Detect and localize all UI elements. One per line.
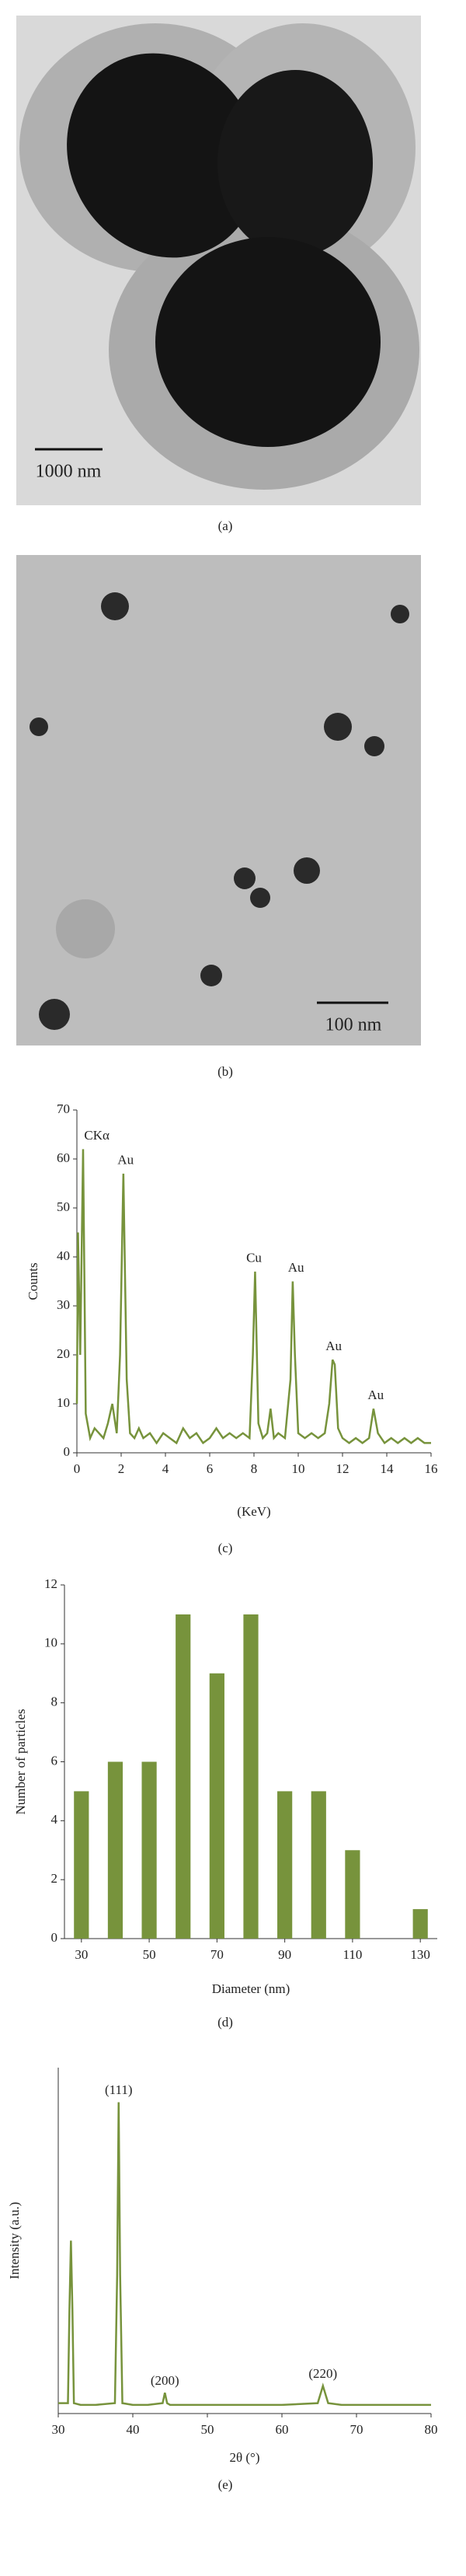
y-axis-label: Intensity (a.u.) [7, 2202, 22, 2280]
y-tick-label: 4 [51, 1812, 58, 1827]
panel-label: (b) [217, 1064, 233, 1079]
x-axis-label: 2θ (°) [229, 2450, 259, 2465]
x-tick-label: 10 [292, 1461, 305, 1476]
y-tick-label: 10 [44, 1635, 57, 1650]
peak-annotation: Au [325, 1339, 342, 1353]
x-tick-label: 0 [74, 1461, 81, 1476]
y-tick-label: 6 [51, 1753, 58, 1768]
bar [74, 1791, 89, 1939]
x-tick-label: 12 [336, 1461, 350, 1476]
panel-label: (e) [218, 2477, 233, 2492]
y-tick-label: 20 [57, 1346, 70, 1361]
panel-label: (a) [218, 518, 233, 533]
x-tick-label: 2 [118, 1461, 125, 1476]
panel-label: (c) [218, 1541, 233, 1555]
bar [243, 1614, 259, 1939]
y-tick-label: 30 [57, 1297, 70, 1312]
x-tick-label: 90 [278, 1947, 291, 1962]
y-tick-label: 40 [57, 1248, 70, 1263]
x-tick-label: 16 [425, 1461, 438, 1476]
x-tick-label: 30 [75, 1947, 88, 1962]
x-tick-label: 80 [425, 2422, 438, 2437]
y-axis-label: Number of particles [13, 1709, 28, 1815]
y-tick-label: 2 [51, 1871, 58, 1886]
peak-annotation: (200) [151, 2373, 179, 2388]
peak-annotation: CKα [84, 1128, 110, 1143]
x-tick-label: 40 [127, 2422, 140, 2437]
x-tick-label: 70 [210, 1947, 224, 1962]
scale-bar-label: 100 nm [325, 1015, 382, 1035]
y-tick-label: 8 [51, 1695, 58, 1709]
bar [107, 1761, 123, 1939]
bar [176, 1614, 191, 1939]
panel-label: (d) [217, 2015, 233, 2030]
spectrum-line [75, 1149, 431, 1445]
bar [345, 1850, 360, 1939]
x-tick-label: 30 [52, 2422, 65, 2437]
y-tick-label: 0 [51, 1930, 58, 1945]
y-tick-label: 50 [57, 1199, 70, 1214]
x-tick-label: 70 [350, 2422, 363, 2437]
x-tick-label: 110 [343, 1947, 362, 1962]
y-axis-label: Counts [26, 1262, 40, 1300]
x-tick-label: 50 [143, 1947, 156, 1962]
x-axis-label: Diameter (nm) [212, 1981, 290, 1996]
scale-bar-label: 1000 nm [36, 462, 102, 482]
y-tick-label: 10 [57, 1395, 70, 1410]
x-tick-label: 4 [162, 1461, 169, 1476]
x-tick-label: 14 [381, 1461, 395, 1476]
peak-annotation: (220) [308, 2366, 337, 2381]
y-tick-label: 60 [57, 1150, 70, 1165]
y-tick-label: 70 [57, 1101, 70, 1116]
x-tick-label: 8 [251, 1461, 258, 1476]
peak-annotation: Au [367, 1387, 384, 1402]
x-tick-label: 6 [207, 1461, 214, 1476]
y-tick-label: 0 [64, 1444, 71, 1459]
bar [141, 1761, 157, 1939]
y-tick-label: 12 [44, 1576, 57, 1591]
x-tick-label: 50 [201, 2422, 214, 2437]
peak-annotation: Au [288, 1260, 304, 1275]
bar [277, 1791, 293, 1939]
bar [209, 1673, 224, 1939]
x-axis-label: (KeV) [237, 1504, 270, 1519]
tem-image-b: 100 nm [16, 555, 421, 1045]
x-tick-label: 130 [410, 1947, 430, 1962]
spectrum-line [58, 2102, 431, 2407]
peak-annotation: Au [117, 1153, 134, 1168]
tem-image-a: 1000 nm [16, 16, 421, 505]
bar [412, 1909, 428, 1939]
bar [311, 1791, 326, 1939]
peak-annotation: (111) [105, 2082, 133, 2097]
peak-annotation: Cu [246, 1251, 262, 1265]
x-tick-label: 60 [276, 2422, 289, 2437]
